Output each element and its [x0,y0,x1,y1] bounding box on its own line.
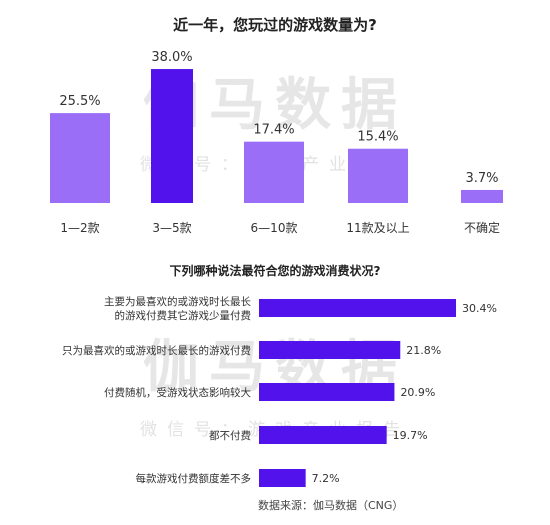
category-label-3: 11款及以上 [346,221,409,235]
hbar-category-label-0-line-0: 主要为最喜欢的或游戏时长最长 [104,295,251,308]
hbar-value-label-4: 7.2% [312,472,340,485]
chart-2-title: 下列哪种说法最符合您的游戏消费状况? [169,264,381,278]
bar-value-label-0: 25.5% [59,94,100,109]
hbar-category-label-2: 付费随机，受游戏状态影响较大 [104,386,251,399]
data-source-note: 数据来源：伽马数据（CNG） [258,499,404,512]
bar-1 [151,69,193,203]
hbar-0 [259,299,456,317]
bar-value-label-3: 15.4% [357,130,398,145]
hbar-value-label-3: 19.7% [393,429,428,442]
hbar-3 [259,426,387,444]
hbar-value-label-0: 30.4% [462,302,497,315]
category-label-2: 6—10款 [251,221,298,235]
bar-2 [244,141,304,203]
hbar-1 [259,341,401,359]
category-label-0: 1—2款 [60,221,99,235]
hbar-category-label-0-line-1: 的游戏付费其它游戏少量付费 [115,309,252,322]
game-count-bar-chart: 25.5% 1—2款 38.0% 3—5款 17.4% 6—10款 15.4% 11款及以上 3… [50,50,503,235]
bar-value-label-4: 3.7% [465,171,498,186]
hbar-value-label-2: 20.9% [400,386,435,399]
bar-4 [461,189,503,203]
hbar-2 [259,383,395,401]
bar-0 [50,113,110,203]
category-label-1: 3—5款 [152,221,191,235]
category-label-4: 不确定 [464,220,500,235]
hbar-category-label-4: 每款游戏付费额度差不多 [136,472,252,485]
chart-1-title: 近一年，您玩过的游戏数量为? [173,16,377,34]
bar-3 [348,148,408,203]
hbar-value-label-1: 21.8% [406,344,441,357]
hbar-category-label-1: 只为最喜欢的或游戏时长最长的游戏付费 [62,344,251,357]
hbar-category-label-3: 都不付费 [209,429,251,442]
bar-value-label-1: 38.0% [151,50,192,65]
bar-value-label-2: 17.4% [253,123,294,138]
hbar-4 [259,469,306,487]
